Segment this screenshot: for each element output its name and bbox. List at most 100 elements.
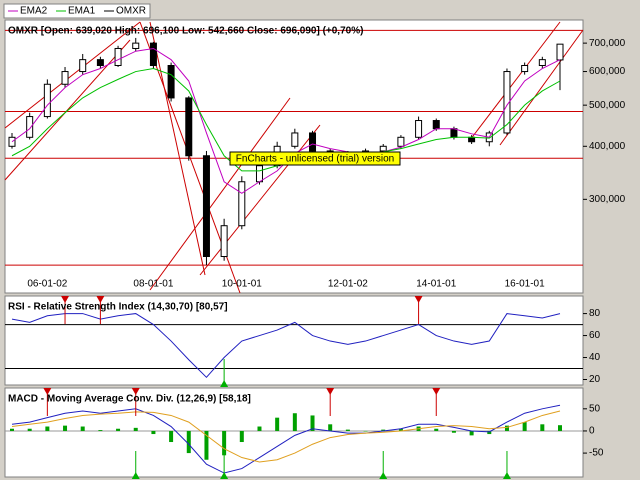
candle-body xyxy=(556,43,564,61)
histogram-bar xyxy=(98,430,103,431)
legend xyxy=(3,3,151,19)
x-tick-label: 06-01-02 xyxy=(27,279,67,290)
candle-body xyxy=(397,136,405,147)
buy-signal xyxy=(502,472,511,479)
series-line xyxy=(11,404,561,474)
histogram-bar xyxy=(381,429,386,431)
histogram-bar xyxy=(487,430,492,435)
candle-body xyxy=(149,42,157,67)
candle-body xyxy=(185,97,193,157)
x-tick-label: 12-01-02 xyxy=(328,279,368,290)
legend-box xyxy=(3,3,151,19)
histogram-bar xyxy=(80,426,85,431)
y-tick-label: 50 xyxy=(589,403,601,414)
histogram-bar xyxy=(222,430,227,456)
histogram-bar xyxy=(292,413,297,431)
watermark-box xyxy=(229,151,401,166)
sell-signal xyxy=(43,388,52,395)
y-tick-label: 700,000 xyxy=(589,38,626,49)
legend-label: OMXR xyxy=(116,6,146,17)
candle-body xyxy=(61,71,69,85)
histogram-bar xyxy=(558,425,562,431)
histogram-bar xyxy=(151,430,156,435)
watermark: FnCharts - unlicensed (trial) version xyxy=(236,154,394,165)
candle-body xyxy=(8,136,16,147)
panel-title: RSI - Relative Strength Index (14,30,70)… xyxy=(8,302,228,313)
candle-body xyxy=(503,71,511,134)
y-tick-label: 300,000 xyxy=(589,194,626,205)
histogram-bar xyxy=(540,424,545,431)
trend-line xyxy=(4,21,141,129)
histogram-bar xyxy=(345,429,350,431)
trend-line xyxy=(149,97,291,291)
histogram-bar xyxy=(257,426,262,431)
candle-body xyxy=(132,42,140,49)
histogram-bar xyxy=(504,425,509,431)
panel-title: OMXR [Open: 639,020 High: 696,100 Low: 5… xyxy=(8,26,363,37)
candle-body xyxy=(96,59,104,67)
histogram-bar xyxy=(204,430,209,460)
candle-body xyxy=(379,145,387,152)
histogram-bar xyxy=(45,426,50,431)
candle-body xyxy=(114,47,122,67)
histogram-bar xyxy=(275,417,280,431)
y-tick-label: 20 xyxy=(589,374,601,385)
candle-body xyxy=(255,165,263,183)
y-tick-label: 400,000 xyxy=(589,141,626,152)
buy-signal xyxy=(220,472,229,479)
x-tick-label: 10-01-01 xyxy=(222,279,262,290)
trend-line xyxy=(499,29,584,146)
histogram-bar xyxy=(63,425,68,431)
rsi-panel xyxy=(4,295,584,386)
histogram-bar xyxy=(434,428,439,431)
sell-signal xyxy=(326,388,335,395)
histogram-bar xyxy=(116,428,121,431)
y-tick-label: 500,000 xyxy=(589,100,626,111)
candle-body xyxy=(309,132,317,152)
trend-line xyxy=(199,124,321,276)
y-tick-label: 0 xyxy=(589,426,595,437)
candle-body xyxy=(79,59,87,73)
histogram-bar xyxy=(328,424,333,431)
y-tick-label: 600,000 xyxy=(589,66,626,77)
trend-line xyxy=(469,21,561,141)
histogram-bar xyxy=(27,428,32,431)
candle-body xyxy=(202,155,210,258)
candle-body xyxy=(43,83,51,118)
histogram-bar xyxy=(169,430,174,443)
candle-body xyxy=(415,120,423,138)
buy-signal xyxy=(131,472,140,479)
y-tick-label: 40 xyxy=(589,352,601,363)
candle-body xyxy=(26,116,34,138)
histogram-bar xyxy=(10,428,14,431)
histogram-bar xyxy=(239,430,244,443)
candle-body xyxy=(538,59,546,67)
candle-body xyxy=(432,120,440,130)
panel-title: MACD - Moving Average Conv. Div. (12,26,… xyxy=(8,394,251,405)
histogram-bar xyxy=(363,430,368,432)
series-line xyxy=(11,410,561,463)
sell-signal xyxy=(131,388,140,395)
buy-signal xyxy=(220,380,229,387)
y-tick-label: 60 xyxy=(589,330,601,341)
trend-line xyxy=(149,21,206,276)
y-tick-label: -50 xyxy=(589,448,604,459)
histogram-bar xyxy=(451,430,456,433)
histogram-bar xyxy=(469,430,474,436)
histogram-bar xyxy=(398,428,403,431)
sell-signal xyxy=(432,388,441,395)
x-tick-label: 16-01-01 xyxy=(505,279,545,290)
x-tick-label: 14-01-01 xyxy=(416,279,456,290)
y-tick-label: 80 xyxy=(589,308,601,319)
legend-label: EMA2 xyxy=(20,6,48,17)
histogram-bar xyxy=(186,430,191,454)
sell-signal xyxy=(414,296,423,303)
sell-signal xyxy=(96,296,105,303)
buy-signal xyxy=(379,472,388,479)
candle-body xyxy=(521,65,529,73)
macd-panel xyxy=(4,387,584,478)
candle-body xyxy=(291,132,299,147)
candle-body xyxy=(450,128,458,138)
